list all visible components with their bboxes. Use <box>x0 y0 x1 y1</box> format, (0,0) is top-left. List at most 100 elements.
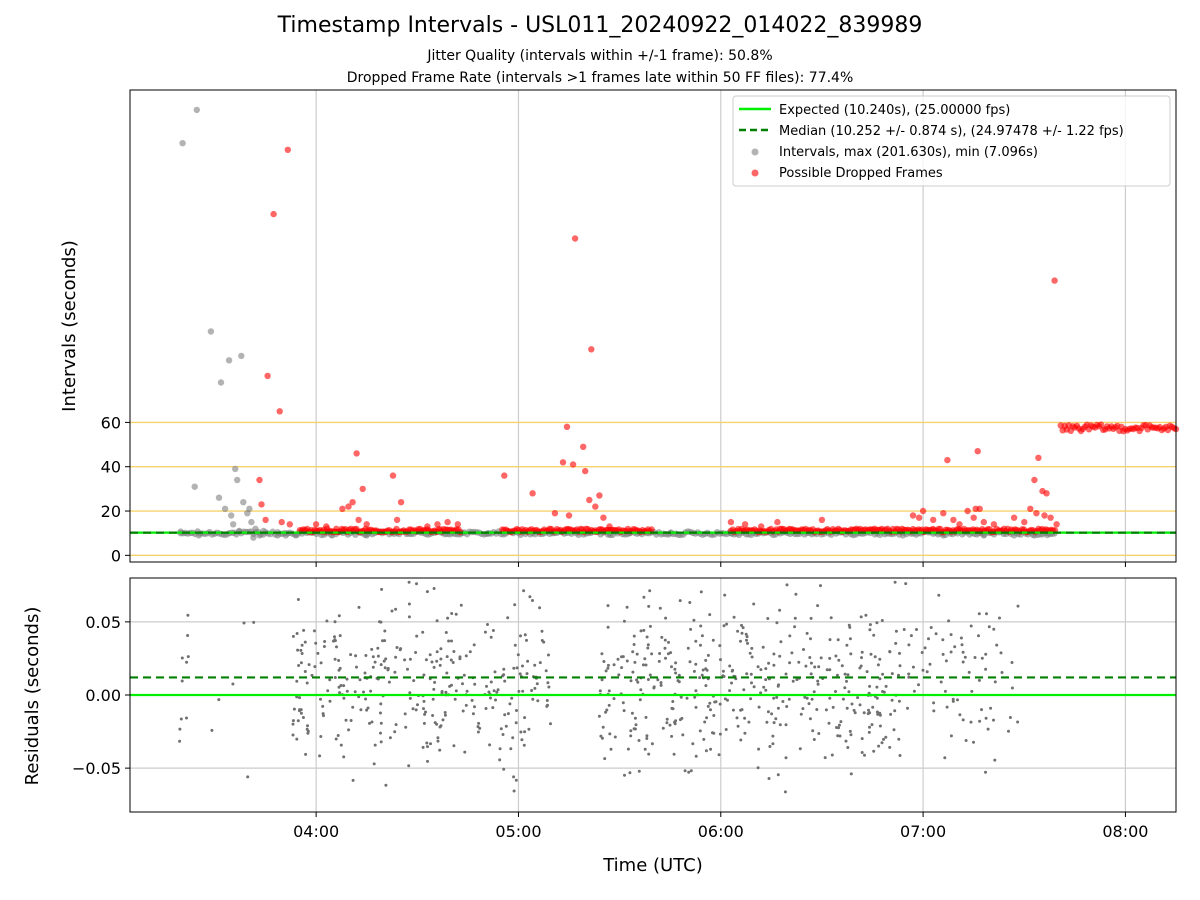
residual-point <box>863 753 866 757</box>
dropped-frame-point <box>592 503 599 510</box>
residual-point <box>869 652 873 656</box>
residual-point <box>369 689 373 693</box>
residual-point <box>787 697 791 701</box>
residual-point <box>837 723 841 727</box>
residual-point <box>667 640 670 644</box>
residual-point <box>491 706 495 710</box>
residual-point <box>485 684 488 688</box>
residual-point <box>898 651 901 655</box>
dropped-frame-point <box>909 512 917 519</box>
residual-point <box>890 698 894 702</box>
residual-point <box>326 689 330 693</box>
residual-point <box>731 708 735 712</box>
residual-point <box>373 743 377 747</box>
dropped-frame-point <box>588 346 595 353</box>
residual-point <box>709 708 712 712</box>
residual-point <box>316 651 320 655</box>
residual-point <box>362 690 365 694</box>
residual-point <box>408 691 412 695</box>
residual-point <box>491 629 495 632</box>
residual-point <box>850 702 854 706</box>
residual-point <box>637 769 641 773</box>
dropped-frame-point <box>393 516 401 524</box>
residual-point <box>728 664 732 668</box>
residual-point <box>510 696 514 700</box>
residual-point <box>629 729 633 733</box>
residuals-panel: 0.050.00−0.05 04:00 05:00 06:00 07:00 08:00 … <box>22 577 1177 876</box>
residual-point <box>509 747 513 751</box>
residual-point <box>794 592 798 596</box>
x-tick-label: 04:00 <box>293 822 339 841</box>
residual-point <box>809 661 813 665</box>
dropped-frame-point <box>565 512 573 519</box>
residual-point <box>1010 661 1014 664</box>
residual-point <box>648 673 652 677</box>
interval-point <box>1010 532 1018 539</box>
residual-point <box>345 689 349 693</box>
residual-point <box>807 702 811 706</box>
residual-point <box>652 685 656 689</box>
residual-point <box>179 717 183 721</box>
residual-point <box>432 687 436 691</box>
residual-point <box>898 754 902 757</box>
residual-point <box>345 677 349 681</box>
dropped-frame-point <box>944 456 951 464</box>
residual-point <box>771 734 775 738</box>
residual-point <box>774 717 778 721</box>
dropped-frame-point <box>648 526 655 533</box>
residual-point <box>633 727 637 731</box>
residual-point <box>683 769 687 773</box>
residual-point <box>658 606 662 610</box>
dropped-frame-point <box>563 423 571 430</box>
residual-point <box>827 721 831 725</box>
residual-point <box>477 721 481 725</box>
residual-point <box>867 730 871 734</box>
residual-point <box>454 689 458 693</box>
residual-point <box>338 634 342 638</box>
interval-point <box>193 106 200 114</box>
residual-point <box>944 659 948 663</box>
residual-point <box>767 777 771 780</box>
residual-point <box>998 616 1001 620</box>
residual-point <box>776 773 780 777</box>
residual-point <box>625 605 629 609</box>
residual-point <box>606 604 610 608</box>
residual-point <box>604 669 608 673</box>
residual-point <box>658 652 662 655</box>
residual-point <box>878 677 882 681</box>
residual-point <box>185 660 189 664</box>
residual-point <box>394 607 398 611</box>
residual-point <box>725 622 729 626</box>
threshold-lines <box>130 421 1176 557</box>
residual-point <box>817 732 821 735</box>
residual-point <box>359 708 363 712</box>
residual-point <box>669 651 673 655</box>
bottom-y-ticks: 0.05 0.00 −0.05 <box>72 613 130 778</box>
residual-point <box>609 747 613 751</box>
residual-point <box>656 678 660 682</box>
dropped-frame-point <box>1031 476 1038 484</box>
residual-point <box>741 626 745 630</box>
residual-point <box>650 652 654 656</box>
residual-point <box>889 712 893 716</box>
dropped-frame-point <box>970 514 977 521</box>
residual-point <box>984 770 987 774</box>
residual-point <box>992 627 996 631</box>
residual-point <box>242 621 246 625</box>
residual-point <box>790 651 794 655</box>
residual-point <box>422 707 425 711</box>
residual-point <box>299 711 303 715</box>
interval-point <box>256 532 263 539</box>
residual-point <box>828 638 832 642</box>
residual-point <box>816 679 820 683</box>
residual-point <box>620 655 623 659</box>
residual-point <box>313 665 317 669</box>
residual-point <box>291 634 295 638</box>
residual-point <box>993 680 997 684</box>
residual-point <box>795 678 799 682</box>
residual-point <box>961 718 965 722</box>
top-y-axis-label: Intervals (seconds) <box>59 240 80 412</box>
residual-point <box>743 716 747 720</box>
residual-point <box>791 679 795 683</box>
residual-point <box>837 658 841 662</box>
